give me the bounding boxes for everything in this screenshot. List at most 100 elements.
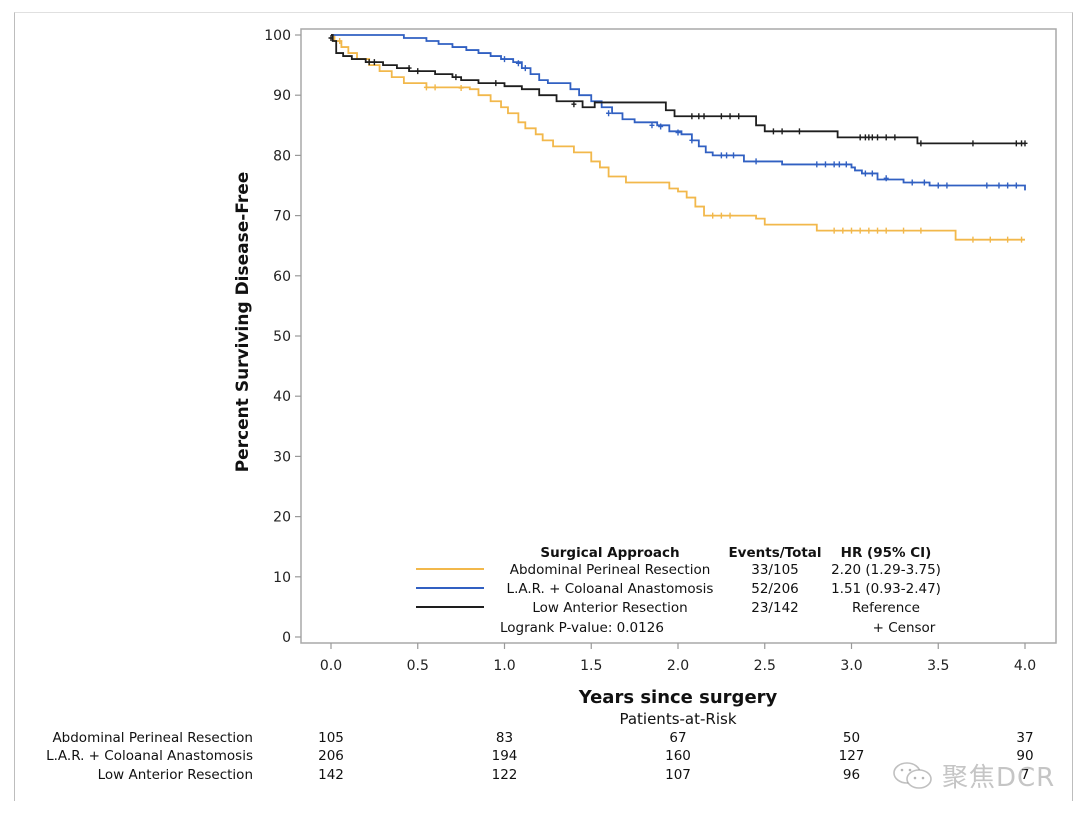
censor-mark [724, 152, 730, 159]
censor-mark [970, 236, 976, 243]
y-tick-label: 70 [273, 209, 291, 225]
censor-mark [696, 113, 702, 120]
at-risk-row-label: Low Anterior Resection [98, 767, 253, 783]
censor-marks-lar-caa [502, 56, 1019, 189]
km-curve-lar [331, 34, 1025, 145]
y-tick-label: 30 [273, 449, 291, 465]
at-risk-table: Patients-at-Risk Abdominal Perineal Rese… [46, 710, 1034, 783]
censor-mark [689, 113, 695, 120]
x-tick-label: 0.0 [320, 658, 342, 674]
censor-mark [921, 179, 927, 186]
legend-events-lar-caa: 52/206 [751, 581, 799, 597]
y-tick-label: 50 [273, 329, 291, 345]
censor-mark [869, 170, 875, 177]
y-axis: 0 10 20 30 40 50 60 70 80 90 100 [264, 28, 301, 646]
watermark-text: 聚焦DCR [942, 763, 1056, 793]
x-tick-label: 2.5 [754, 658, 776, 674]
y-tick-label: 0 [282, 630, 291, 646]
censor-mark [875, 134, 881, 141]
censor-mark [649, 122, 655, 129]
y-axis-label: Percent Surviving Disease-Free [233, 172, 253, 473]
at-risk-title: Patients-at-Risk [619, 710, 736, 728]
censor-mark [1013, 140, 1019, 147]
censor-mark [701, 113, 707, 120]
censor-mark [883, 227, 889, 234]
censor-mark [1022, 140, 1028, 147]
censor-mark [718, 113, 724, 120]
at-risk-value: 206 [318, 748, 344, 764]
censor-mark [406, 65, 412, 72]
at-risk-value: 142 [318, 767, 344, 783]
censor-mark [606, 110, 612, 117]
legend: Surgical Approach Events/Total HR (95% C… [416, 545, 941, 636]
y-tick-label: 100 [264, 28, 291, 44]
censor-mark [366, 59, 372, 66]
x-axis-label: Years since surgery [578, 687, 778, 708]
y-tick-label: 40 [273, 389, 291, 405]
censor-mark [522, 65, 528, 72]
censor-mark [337, 38, 343, 45]
censor-mark [502, 56, 507, 63]
legend-label-lar: Low Anterior Resection [532, 600, 687, 616]
legend-events-lar: 23/142 [751, 600, 799, 616]
censor-mark [658, 123, 664, 130]
curves [328, 34, 1028, 243]
logrank-pvalue: Logrank P-value: 0.0126 [500, 620, 664, 636]
at-risk-value: 122 [492, 767, 518, 783]
at-risk-value: 90 [1016, 748, 1033, 764]
wechat-icon [893, 761, 932, 789]
censor-mark [866, 227, 872, 234]
y-tick-label: 10 [273, 570, 291, 586]
y-tick-label: 60 [273, 269, 291, 285]
at-risk-value: 50 [843, 730, 860, 746]
at-risk-value: 96 [843, 767, 860, 783]
censor-mark [727, 113, 733, 120]
km-curve-lar-caa [331, 34, 1026, 191]
km-curve-apr [331, 34, 1025, 241]
censor-mark [883, 134, 889, 141]
x-tick-label: 4.0 [1014, 658, 1036, 674]
censor-mark [328, 35, 334, 42]
censor-mark [944, 182, 950, 189]
censor-mark [675, 129, 681, 136]
censor-mark [718, 212, 724, 219]
censor-mark [918, 227, 924, 234]
legend-header-events: Events/Total [728, 545, 821, 561]
censor-mark [909, 179, 915, 186]
censor-mark [892, 134, 898, 141]
legend-header-hr: HR (95% CI) [841, 545, 932, 561]
legend-events-apr: 33/105 [751, 562, 799, 578]
censor-mark [843, 161, 849, 168]
at-risk-row-label: L.A.R. + Coloanal Anastomosis [46, 748, 253, 764]
censor-mark [857, 134, 863, 141]
at-risk-value: 160 [665, 748, 691, 764]
at-risk-value: 37 [1016, 730, 1033, 746]
at-risk-row-label: Abdominal Perineal Resection [52, 730, 253, 746]
censor-mark [970, 140, 976, 147]
censor-mark [901, 227, 907, 234]
censor-mark [831, 227, 837, 234]
censor-mark [935, 182, 941, 189]
censor-mark [875, 227, 881, 234]
x-tick-label: 2.0 [667, 658, 689, 674]
censor-mark [423, 84, 429, 91]
legend-label-lar-caa: L.A.R. + Coloanal Anastomosis [507, 581, 714, 597]
censor-mark [453, 74, 459, 81]
y-tick-label: 20 [273, 510, 291, 526]
censor-mark [415, 68, 421, 75]
y-tick-label: 80 [273, 148, 291, 164]
x-tick-label: 3.5 [927, 658, 949, 674]
censor-mark [731, 152, 737, 159]
censor-mark [984, 182, 990, 189]
censor-mark [1019, 236, 1025, 243]
x-tick-label: 0.5 [407, 658, 429, 674]
censor-marks-apr [337, 38, 1025, 243]
censor-mark [987, 236, 993, 243]
censor-mark [432, 84, 438, 91]
censor-mark [718, 152, 724, 159]
censor-mark [515, 60, 521, 67]
x-tick-label: 1.5 [580, 658, 602, 674]
censor-mark [814, 161, 820, 168]
censor-mark [689, 137, 695, 144]
